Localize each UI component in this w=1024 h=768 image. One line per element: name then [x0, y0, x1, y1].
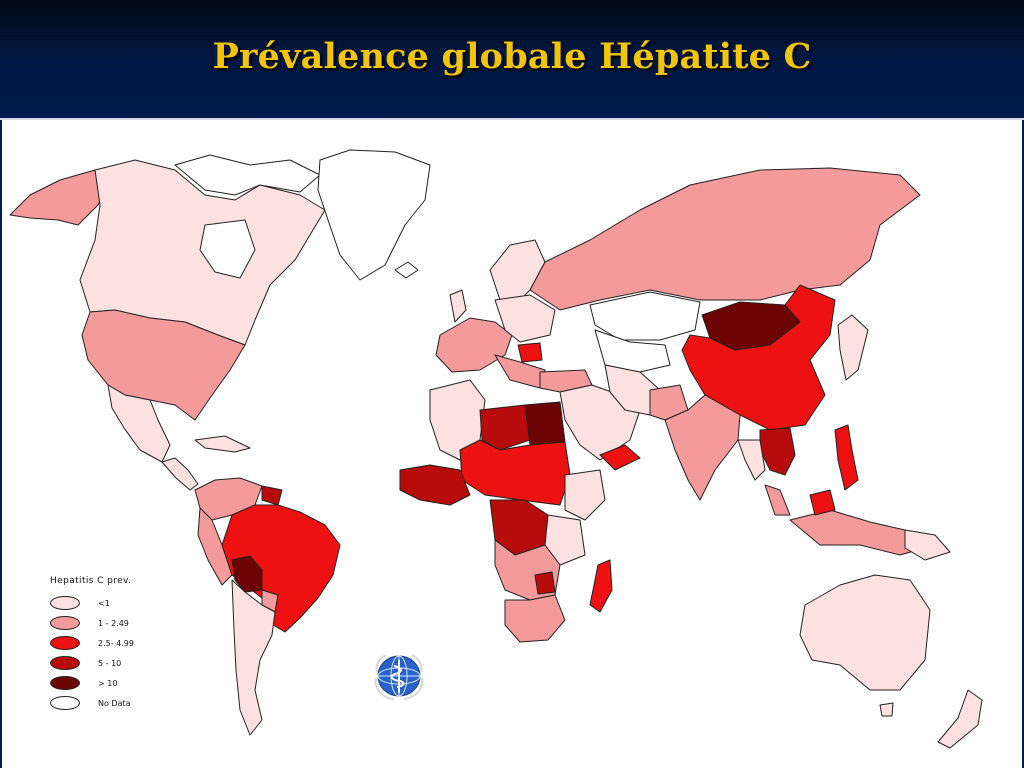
region-china: [681, 284, 836, 431]
legend-label: <1: [98, 598, 110, 608]
region-new-zealand: [937, 689, 983, 749]
region-tasmania: [879, 702, 894, 717]
region-papua: [904, 529, 951, 561]
region-guianas: [261, 485, 283, 506]
legend-swatch: [50, 676, 80, 690]
region-myanmar-thailand: [737, 439, 766, 481]
legend-item: No Data: [50, 693, 190, 713]
region-east-africa: [544, 514, 586, 566]
legend-item: <1: [50, 593, 190, 613]
region-central-europe: [494, 294, 556, 343]
legend-swatch: [50, 636, 80, 650]
region-scandinavia: [489, 239, 546, 306]
region-iceland: [394, 261, 419, 279]
region-indochina: [759, 427, 796, 476]
region-caribbean: [194, 435, 251, 453]
region-peru-ecuador: [197, 507, 233, 586]
region-russia: [529, 167, 921, 311]
legend-item: 1 - 2.49: [50, 613, 190, 633]
region-yemen-oman: [599, 444, 641, 471]
region-southern-cone: [231, 579, 276, 736]
region-mexico: [107, 384, 171, 463]
frame-border-left: [0, 120, 2, 768]
region-kazakhstan: [589, 291, 701, 341]
slide-title: Prévalence globale Hépatite C: [212, 36, 812, 77]
region-central-america: [161, 457, 199, 491]
region-india: [664, 394, 741, 501]
legend: Hepatitis C prev. <1 1 - 2.49 2.5- 4.99 …: [50, 576, 190, 713]
region-arctic-islands: [174, 154, 321, 196]
region-libya: [479, 404, 531, 451]
slide-header: Prévalence globale Hépatite C: [0, 0, 1024, 120]
legend-item: > 10: [50, 673, 190, 693]
region-hudson-bay: [199, 219, 256, 279]
legend-swatch: [50, 656, 80, 670]
region-australia: [799, 574, 931, 691]
region-west-africa: [399, 464, 471, 506]
region-western-europe: [435, 317, 513, 373]
region-greenland: [317, 149, 431, 281]
legend-item: 2.5- 4.99: [50, 633, 190, 653]
legend-swatch: [50, 616, 80, 630]
legend-title: Hepatitis C prev.: [50, 576, 132, 586]
region-malaysia: [764, 484, 791, 516]
frame-border-right: [1022, 120, 1024, 768]
region-egypt: [524, 401, 566, 446]
region-zimbabwe: [534, 571, 556, 595]
legend-label: > 10: [98, 678, 118, 688]
region-borneo: [809, 489, 836, 516]
who-emblem-icon: [374, 654, 424, 700]
legend-label: 1 - 2.49: [98, 618, 129, 628]
legend-label: 2.5- 4.99: [98, 638, 134, 648]
region-korea-japan: [837, 314, 869, 381]
region-sahel: [459, 439, 571, 506]
region-horn-africa: [564, 469, 606, 521]
legend-label: No Data: [98, 698, 131, 708]
region-philippines: [834, 424, 859, 491]
region-south-africa: [504, 594, 566, 643]
legend-item: 5 - 10: [50, 653, 190, 673]
region-uk: [449, 289, 467, 323]
region-usa: [81, 309, 246, 421]
region-madagascar: [589, 559, 613, 613]
legend-swatch: [50, 696, 80, 710]
legend-swatch: [50, 596, 80, 610]
region-romania: [517, 342, 543, 363]
legend-label: 5 - 10: [98, 658, 122, 668]
